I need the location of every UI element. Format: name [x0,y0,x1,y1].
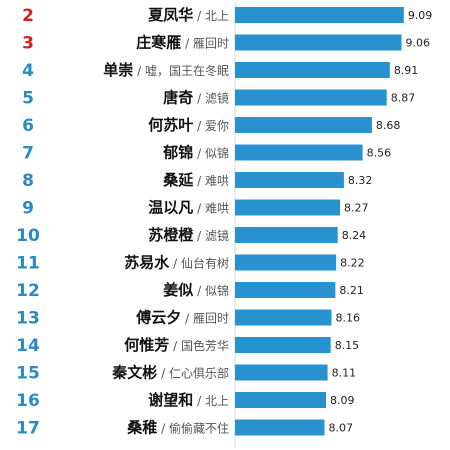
bar [235,172,344,188]
value-label: 8.21 [339,284,364,297]
character-name: 庄寒雁 [136,34,181,52]
character-name: 桑稚 [127,419,157,437]
category-label: 单崇 / 嘘，国王在冬眠 [103,61,229,79]
category-label: 庄寒雁 / 雁回时 [136,34,229,52]
bar [235,254,337,271]
rank-label: 8 [22,171,34,191]
category-label: 温以凡 / 难哄 [148,199,229,217]
rank-label: 6 [22,116,34,136]
rank-label: 11 [16,254,40,274]
bar [235,364,328,381]
rank-label: 12 [16,281,40,301]
value-label: 8.24 [342,229,367,242]
character-name: 何苏叶 [148,116,193,134]
drama-source: / 雁回时 [181,312,229,326]
character-name: 谢望和 [148,391,193,409]
bar [235,144,363,161]
category-label: 唐奇 / 滤镜 [163,89,229,107]
category-label: 夏凤华 / 北上 [147,6,229,24]
character-name: 苏易水 [124,254,170,272]
value-label: 8.16 [335,312,360,325]
rank-label: 5 [22,89,34,109]
character-name: 秦文彬 [111,364,157,382]
drama-source: / 北上 [193,9,229,23]
category-label: 桑延 / 难哄 [163,171,229,189]
drama-source: / 国色芳华 [169,339,229,353]
drama-source: / 似锦 [193,284,229,298]
rank-label: 14 [16,336,40,356]
rank-label: 3 [22,34,34,54]
rank-label: 7 [22,144,34,164]
character-name: 郁锦 [162,144,193,162]
drama-source: / 难哄 [193,202,229,216]
rank-label: 13 [16,309,40,329]
category-label: 郁锦 / 似锦 [162,144,229,162]
category-label: 何惟芳 / 国色芳华 [124,336,229,354]
bar [235,309,332,326]
bar [235,392,327,408]
category-label: 桑稚 / 偷偷藏不住 [127,419,229,437]
character-name: 何惟芳 [124,336,169,354]
drama-source: / 北上 [193,394,229,408]
drama-source: / 雁回时 [181,37,229,51]
value-label: 8.87 [391,92,416,105]
bar [235,34,402,51]
rank-label: 17 [16,419,40,439]
category-label: 苏易水 / 仙台有树 [124,254,229,272]
value-label: 9.06 [405,37,430,50]
drama-source: / 滤镜 [193,228,229,243]
category-label: 何苏叶 / 爱你 [148,116,229,134]
character-name: 唐奇 [163,89,193,107]
value-label: 8.15 [335,339,360,352]
category-label: 苏橙橙 / 滤镜 [148,226,229,244]
drama-source: / 滤镜 [193,91,229,106]
value-label: 8.11 [332,367,357,380]
bar [235,62,390,78]
value-label: 8.09 [330,394,355,407]
character-name: 温以凡 [148,199,193,217]
character-name: 夏凤华 [147,6,193,24]
value-label: 8.68 [376,119,401,132]
rank-label: 4 [22,61,34,81]
character-name: 桑延 [163,171,194,189]
drama-source: / 嘘，国王在冬眠 [133,63,229,78]
bar [235,199,341,216]
value-label: 8.56 [367,147,392,160]
value-label: 8.32 [348,174,373,187]
value-label: 9.09 [408,9,433,22]
drama-source: / 仁心俱乐部 [157,366,229,381]
bar [235,337,331,353]
bar [235,89,387,106]
drama-source: / 爱你 [193,119,229,133]
drama-source: / 难哄 [193,174,229,188]
bar [235,7,404,23]
category-label: 谢望和 / 北上 [148,391,229,409]
character-name: 苏橙橙 [148,226,194,244]
value-label: 8.22 [340,257,365,270]
bar [235,227,338,243]
character-name: 单崇 [103,61,133,79]
bar [235,282,336,298]
value-label: 8.07 [328,422,353,435]
category-label: 姜似 / 似锦 [163,281,229,299]
value-label: 8.27 [344,202,369,215]
bar [235,419,325,436]
value-label: 8.91 [394,64,419,77]
rank-label: 2 [22,6,34,26]
bar [235,117,372,133]
drama-source: / 仙台有树 [169,256,229,271]
drama-source: / 似锦 [193,147,229,161]
rank-label: 16 [16,391,40,411]
rank-label: 15 [16,364,40,384]
drama-source: / 偷偷藏不住 [157,421,229,436]
category-label: 秦文彬 / 仁心俱乐部 [111,364,229,382]
rank-label: 9 [22,199,34,219]
character-name: 姜似 [163,281,193,299]
category-label: 傅云夕 / 雁回时 [135,309,229,327]
rank-label: 10 [16,226,40,246]
character-name: 傅云夕 [135,309,181,327]
